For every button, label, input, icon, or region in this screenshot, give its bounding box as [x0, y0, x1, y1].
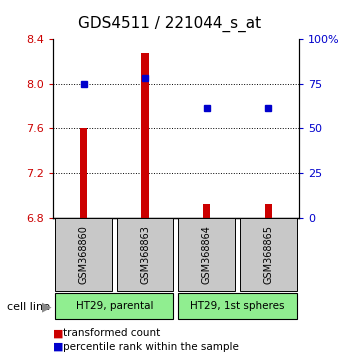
Text: GSM368863: GSM368863 — [140, 225, 150, 284]
Bar — [80, 129, 87, 218]
Bar — [55, 218, 112, 291]
Text: GSM368864: GSM368864 — [202, 225, 212, 284]
Bar — [117, 218, 173, 291]
Text: GSM368860: GSM368860 — [79, 225, 88, 284]
Bar — [55, 293, 173, 319]
Text: cell line: cell line — [7, 302, 50, 312]
Text: percentile rank within the sample: percentile rank within the sample — [63, 342, 239, 352]
Text: HT29, 1st spheres: HT29, 1st spheres — [190, 301, 285, 311]
Text: HT29, parental: HT29, parental — [75, 301, 153, 311]
Text: ▶: ▶ — [42, 301, 52, 313]
Text: ■: ■ — [53, 342, 63, 352]
Text: GSM368865: GSM368865 — [264, 225, 273, 284]
Bar — [240, 218, 297, 291]
Bar — [141, 53, 149, 218]
Bar — [265, 204, 272, 218]
Text: transformed count: transformed count — [63, 329, 160, 338]
Bar — [203, 204, 210, 218]
Text: GDS4511 / 221044_s_at: GDS4511 / 221044_s_at — [79, 16, 261, 32]
Text: ■: ■ — [53, 329, 63, 338]
Bar — [178, 293, 297, 319]
Bar — [178, 218, 235, 291]
